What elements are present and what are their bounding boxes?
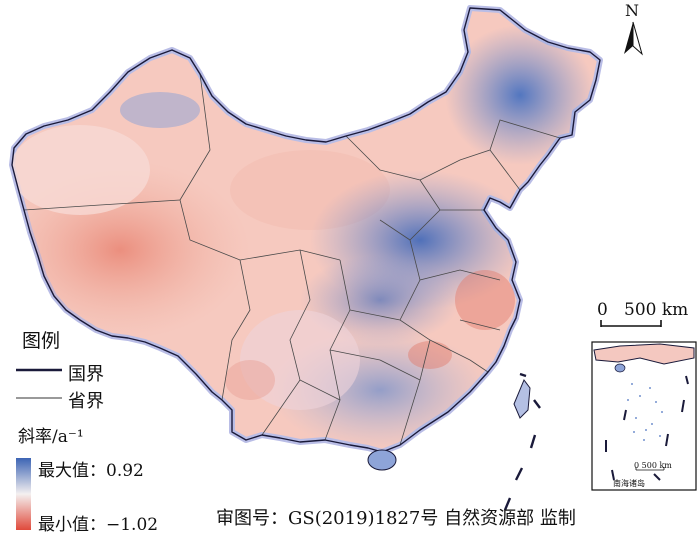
hainan-island bbox=[367, 449, 397, 471]
inset-title: 南海诸岛 bbox=[613, 479, 645, 488]
legend-national-border-label: 国界 bbox=[68, 364, 104, 385]
legend-title: 图例 bbox=[22, 330, 61, 352]
scale-zero-label: 0 bbox=[597, 300, 608, 320]
legend-max-label: 最大值：0.92 bbox=[38, 461, 144, 481]
inset-scale-label: 0 500 km bbox=[634, 461, 672, 470]
scale-value-label: 500 km bbox=[624, 300, 689, 320]
scale-bar bbox=[600, 320, 662, 327]
legend-min-label: 最小值：−1.02 bbox=[38, 515, 159, 535]
legend-slope-title: 斜率/a⁻¹ bbox=[18, 427, 84, 447]
map-approval-number: 审图号：GS(2019)1827号 自然资源部 监制 bbox=[216, 508, 576, 529]
south-china-sea-inset bbox=[591, 341, 697, 491]
china-landmass bbox=[0, 8, 600, 452]
nine-dash-segments bbox=[503, 372, 541, 511]
province-boundaries bbox=[23, 73, 561, 446]
legend-provincial-border-label: 省界 bbox=[68, 391, 104, 412]
legend-color-ramp bbox=[16, 458, 31, 530]
north-arrow-icon bbox=[624, 21, 643, 56]
north-label: N bbox=[625, 1, 639, 20]
taiwan-island bbox=[513, 379, 531, 419]
